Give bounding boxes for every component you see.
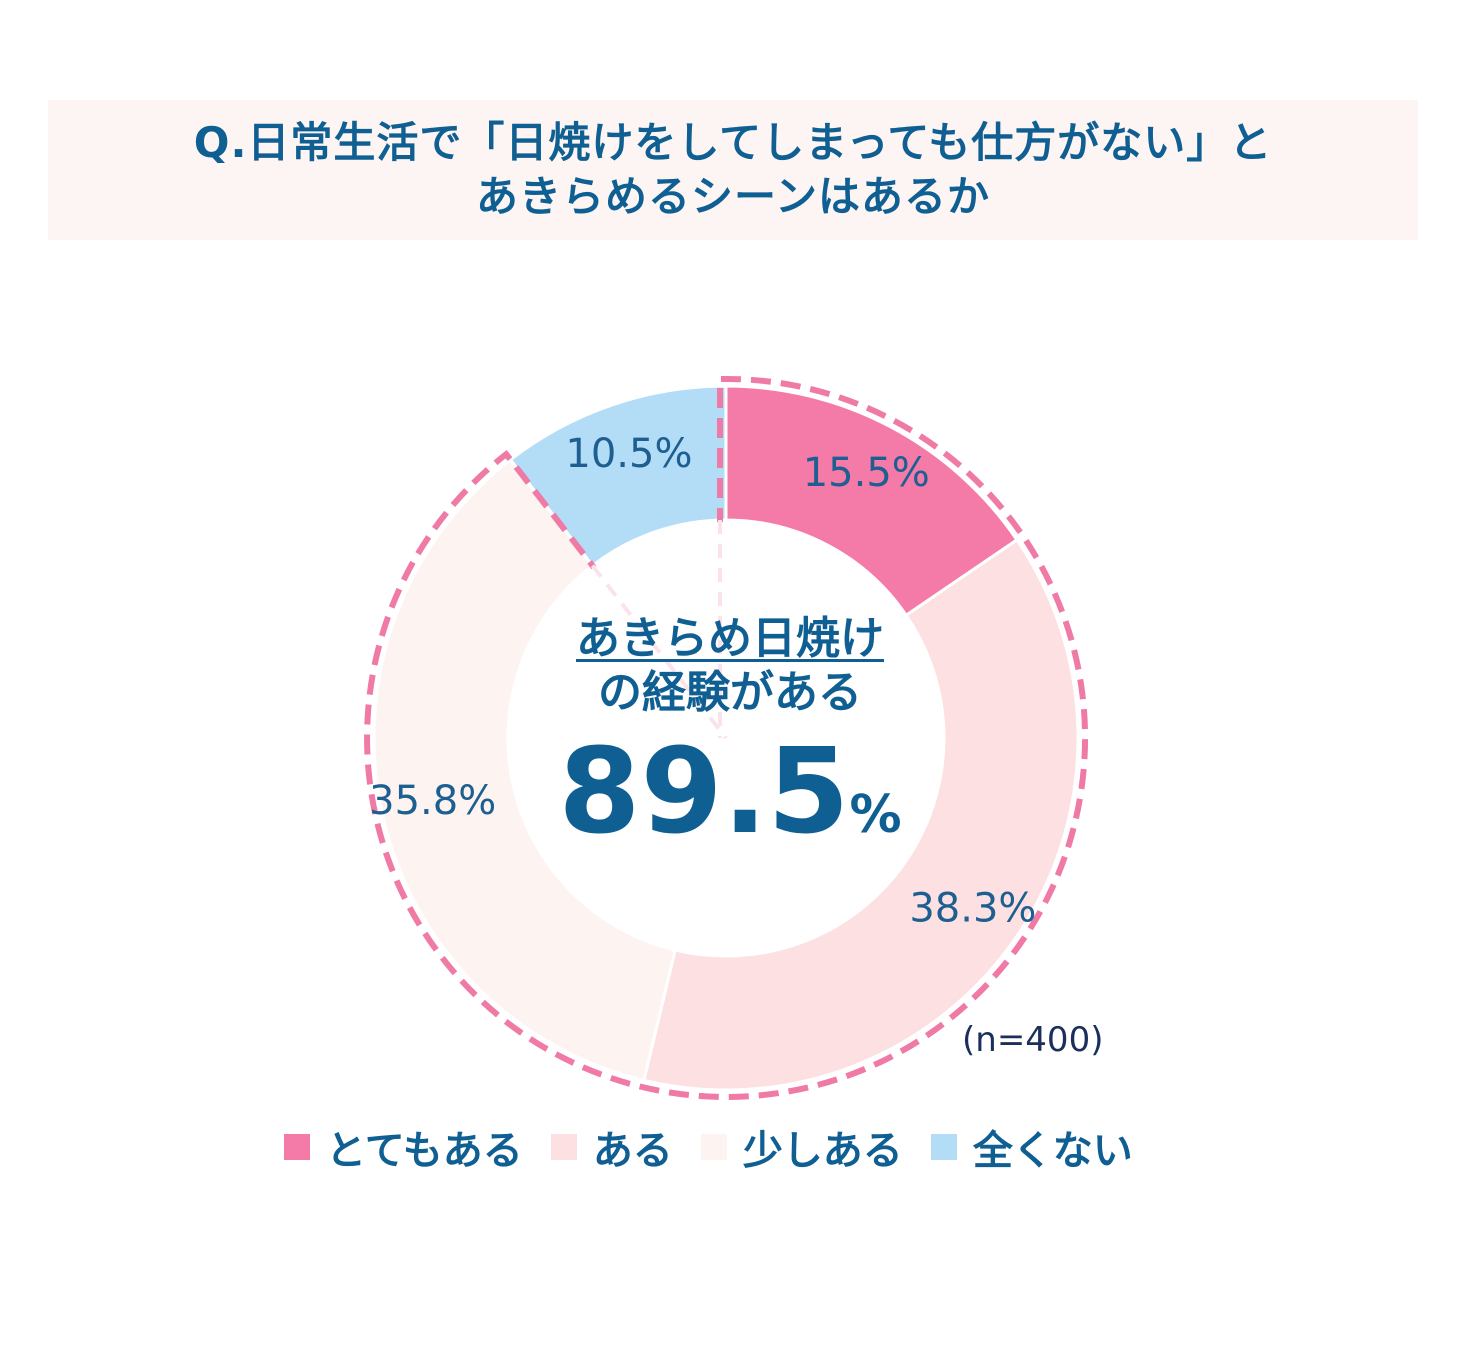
legend-swatch bbox=[930, 1134, 957, 1160]
legend-item-3: 少しある bbox=[700, 1118, 903, 1176]
center-total-unit: % bbox=[849, 785, 902, 845]
center-summary: あきらめ日焼け の経験がある 89.5% bbox=[500, 612, 960, 880]
highlight-dashed-outline bbox=[364, 375, 1089, 1100]
donut-slice-4 bbox=[508, 384, 728, 568]
legend-item-2: ある bbox=[550, 1118, 673, 1176]
sample-size-label: (n=400) bbox=[962, 1020, 1104, 1060]
center-total-value: 89.5 bbox=[558, 722, 850, 860]
legend-label: とてもある bbox=[326, 1128, 523, 1174]
hole-spoke-2 bbox=[590, 564, 728, 740]
center-label-line-2: の経験がある bbox=[598, 667, 862, 718]
legend-item-4: 全くない bbox=[930, 1118, 1133, 1176]
legend: とてもある ある 少しある 全くない bbox=[284, 1118, 1161, 1176]
title-banner: Q.日常生活で「日焼けをしてしまっても仕方がない」と あきらめるシーンはあるか bbox=[48, 100, 1418, 240]
legend-label: 少しある bbox=[742, 1128, 903, 1174]
legend-item-1: とてもある bbox=[284, 1118, 523, 1176]
legend-swatch bbox=[284, 1134, 310, 1160]
legend-label: ある bbox=[592, 1128, 673, 1174]
legend-swatch bbox=[550, 1134, 577, 1160]
slice-value-label-4: 10.5% bbox=[565, 431, 692, 477]
donut-slice-3 bbox=[372, 457, 677, 1083]
donut-slice-2 bbox=[642, 537, 1080, 1092]
center-total: 89.5% bbox=[500, 726, 960, 880]
slice-value-label-2: 38.3% bbox=[909, 885, 1036, 931]
slice-value-label-3: 35.8% bbox=[369, 778, 496, 824]
legend-swatch bbox=[700, 1134, 727, 1160]
legend-label: 全くない bbox=[972, 1128, 1133, 1174]
center-label-line-1: あきらめ日焼け bbox=[576, 613, 884, 664]
chart-title-line-2: あきらめるシーンはあるか bbox=[476, 172, 990, 221]
chart-title-line-1: Q.日常生活で「日焼けをしてしまっても仕方がない」と bbox=[193, 118, 1273, 167]
slice-value-label-1: 15.5% bbox=[803, 450, 930, 496]
